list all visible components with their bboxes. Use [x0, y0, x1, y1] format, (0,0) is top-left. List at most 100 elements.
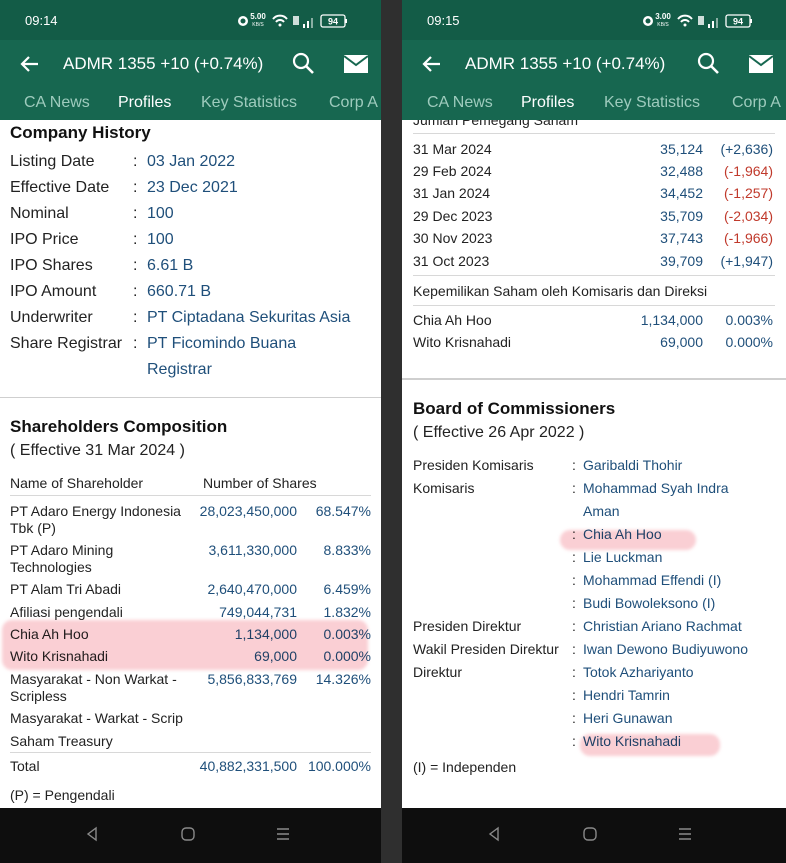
info-row: IPO Shares:6.61 B [10, 253, 371, 279]
number-cell: 0.000% [725, 334, 773, 351]
board-list: Presiden Komisaris: Garibaldi Thohir Komis… [413, 454, 775, 753]
info-label: Nominal [10, 205, 69, 222]
battery-level: 94 [328, 17, 338, 27]
tab[interactable]: Corp A [329, 94, 378, 111]
nav-home[interactable] [178, 824, 198, 844]
icon-shape [181, 827, 195, 841]
icon-shape [750, 19, 752, 23]
number-cell: (+1,947) [720, 252, 773, 269]
tab-bar: CA News Profiles Key Statistics Corp A [0, 88, 381, 120]
icon-shape [698, 16, 704, 25]
person-name: Hendri Tamrin [583, 686, 670, 703]
search-button[interactable] [696, 51, 722, 77]
date-cell: 29 Dec 2023 [413, 207, 493, 224]
tab[interactable]: CA News [427, 94, 493, 111]
person-name: Garibaldi Thohir [583, 456, 683, 473]
nav-recents[interactable] [273, 824, 293, 844]
number-cell: 32,488 [660, 163, 703, 180]
icon-shape [697, 52, 715, 70]
icon-shape [311, 18, 313, 28]
info-label: Underwriter [10, 309, 93, 326]
nav-back[interactable] [485, 824, 505, 844]
nav-recents[interactable] [675, 824, 695, 844]
highlight [560, 530, 696, 550]
separator: : [133, 283, 138, 300]
number-cell: (+2,636) [720, 140, 773, 157]
info-row: IPO Amount:660.71 B [10, 279, 371, 305]
number-cell: 68.547% [315, 502, 371, 519]
number-cell: 2,640,470,000 [207, 581, 297, 598]
phone-screen: 09:14 5.00 KB/S 94 ADMR 1355 +10 (+0.74%) CA … [0, 0, 381, 863]
tab[interactable]: Corp A [732, 94, 781, 111]
mail-button[interactable] [748, 54, 774, 74]
person-name: Budi Bowoleksono (I) [583, 594, 716, 611]
icon-shape [292, 52, 310, 70]
role: Wakil Presiden Direktur [413, 640, 559, 657]
net-unit: KB/S [252, 22, 264, 28]
search-button[interactable] [291, 51, 317, 77]
role: Komisaris [413, 479, 475, 496]
tab[interactable]: Profiles [521, 94, 575, 111]
insider-table: Chia Ah Hoo 1,134,000 0.003% Wito Krisnahad… [413, 309, 775, 354]
icon-shape [307, 21, 309, 28]
tab[interactable]: Profiles [118, 94, 172, 111]
date-cell: 30 Nov 2023 [413, 230, 493, 247]
back-button[interactable] [420, 52, 444, 76]
note: (P) = Pengendali [10, 786, 115, 803]
number-cell: (-1,964) [723, 163, 773, 180]
icon-shape [716, 18, 718, 28]
empty-cell [297, 730, 371, 752]
person-name: Totok Azhariyanto [583, 663, 694, 680]
icon-shape [645, 18, 651, 24]
info-value: PT Ficomindo Buana Registrar [147, 335, 297, 378]
empty-cell [196, 708, 297, 730]
number-cell: 0.003% [725, 311, 773, 328]
effective-date: ( Effective 26 Apr 2022 ) [413, 424, 585, 441]
separator: : [572, 709, 576, 726]
number-cell: 34,452 [660, 185, 703, 202]
person-name: Iwan Dewono Budiyuwono [583, 640, 748, 657]
icon-shape [679, 828, 691, 840]
icon-shape [20, 56, 38, 72]
column-header: Name of Shareholder [10, 475, 144, 492]
mail-button[interactable] [343, 54, 369, 74]
nav-home[interactable] [580, 824, 600, 844]
role-spacer [413, 707, 572, 730]
icon-shape [305, 65, 314, 74]
nav-back[interactable] [83, 824, 103, 844]
separator: : [133, 231, 138, 248]
stock-title: ADMR 1355 +10 (+0.74%) [63, 54, 264, 73]
separator: : [572, 456, 576, 473]
empty-cell [196, 730, 297, 752]
number-cell: (-1,966) [723, 230, 773, 247]
number-cell: 100.000% [307, 757, 371, 774]
separator: : [133, 257, 138, 274]
tab[interactable]: Key Statistics [604, 94, 701, 111]
date-cell: 31 Mar 2024 [413, 140, 492, 157]
icon-shape [677, 14, 693, 23]
battery-level: 94 [733, 17, 743, 27]
person-name: Lie Luckman [583, 548, 663, 565]
separator: : [133, 179, 138, 196]
separator: : [572, 640, 576, 657]
tab[interactable]: Key Statistics [201, 94, 298, 111]
content: Jumlah Pemegang Saham 31 Mar 2024 35,124 (+… [402, 120, 786, 808]
info-label: IPO Price [10, 231, 79, 248]
tab[interactable]: CA News [24, 94, 90, 111]
role-spacer [413, 730, 572, 753]
number-cell: 40,882,331,500 [199, 757, 297, 774]
number-cell: (-2,034) [723, 207, 773, 224]
back-button[interactable] [18, 52, 42, 76]
highlight [580, 734, 720, 756]
company-history: Listing Date:03 Jan 2022 Effective Date:2… [10, 149, 371, 383]
info-value: 100 [147, 231, 174, 248]
separator: : [133, 309, 138, 326]
section-title: Kepemilikan Saham oleh Komisaris dan Dir… [413, 283, 775, 307]
section-title: Board of Commissioners [413, 399, 616, 418]
person-name: Christian Ariano Rachmat [583, 617, 742, 634]
nav-bar [402, 808, 786, 863]
icon-shape [277, 828, 289, 840]
info-row: Share Registrar: PT Ficomindo Buana Regis… [10, 331, 371, 383]
net-speed: 3.00 [655, 12, 671, 21]
